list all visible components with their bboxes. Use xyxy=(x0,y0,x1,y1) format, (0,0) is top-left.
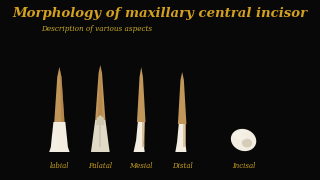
Polygon shape xyxy=(100,125,101,147)
Polygon shape xyxy=(178,72,187,124)
Ellipse shape xyxy=(242,138,252,148)
Polygon shape xyxy=(183,124,186,147)
Polygon shape xyxy=(142,122,145,147)
Polygon shape xyxy=(133,122,145,152)
Polygon shape xyxy=(51,132,58,150)
Polygon shape xyxy=(49,122,70,152)
Polygon shape xyxy=(96,115,105,125)
Polygon shape xyxy=(91,120,110,152)
Polygon shape xyxy=(175,124,187,152)
Polygon shape xyxy=(95,65,105,120)
Ellipse shape xyxy=(233,134,248,140)
Text: Incisal: Incisal xyxy=(232,162,255,170)
Text: Description of various aspects: Description of various aspects xyxy=(41,25,152,33)
Text: Mesial: Mesial xyxy=(130,162,153,170)
Polygon shape xyxy=(98,65,103,120)
Polygon shape xyxy=(233,130,248,135)
Text: labial: labial xyxy=(50,162,69,170)
Polygon shape xyxy=(60,67,65,122)
Text: Distal: Distal xyxy=(172,162,193,170)
Text: Palatal: Palatal xyxy=(88,162,112,170)
Polygon shape xyxy=(137,67,146,122)
Text: Morphology of maxillary central incisor: Morphology of maxillary central incisor xyxy=(12,7,308,20)
Ellipse shape xyxy=(231,129,256,151)
Polygon shape xyxy=(54,67,65,122)
